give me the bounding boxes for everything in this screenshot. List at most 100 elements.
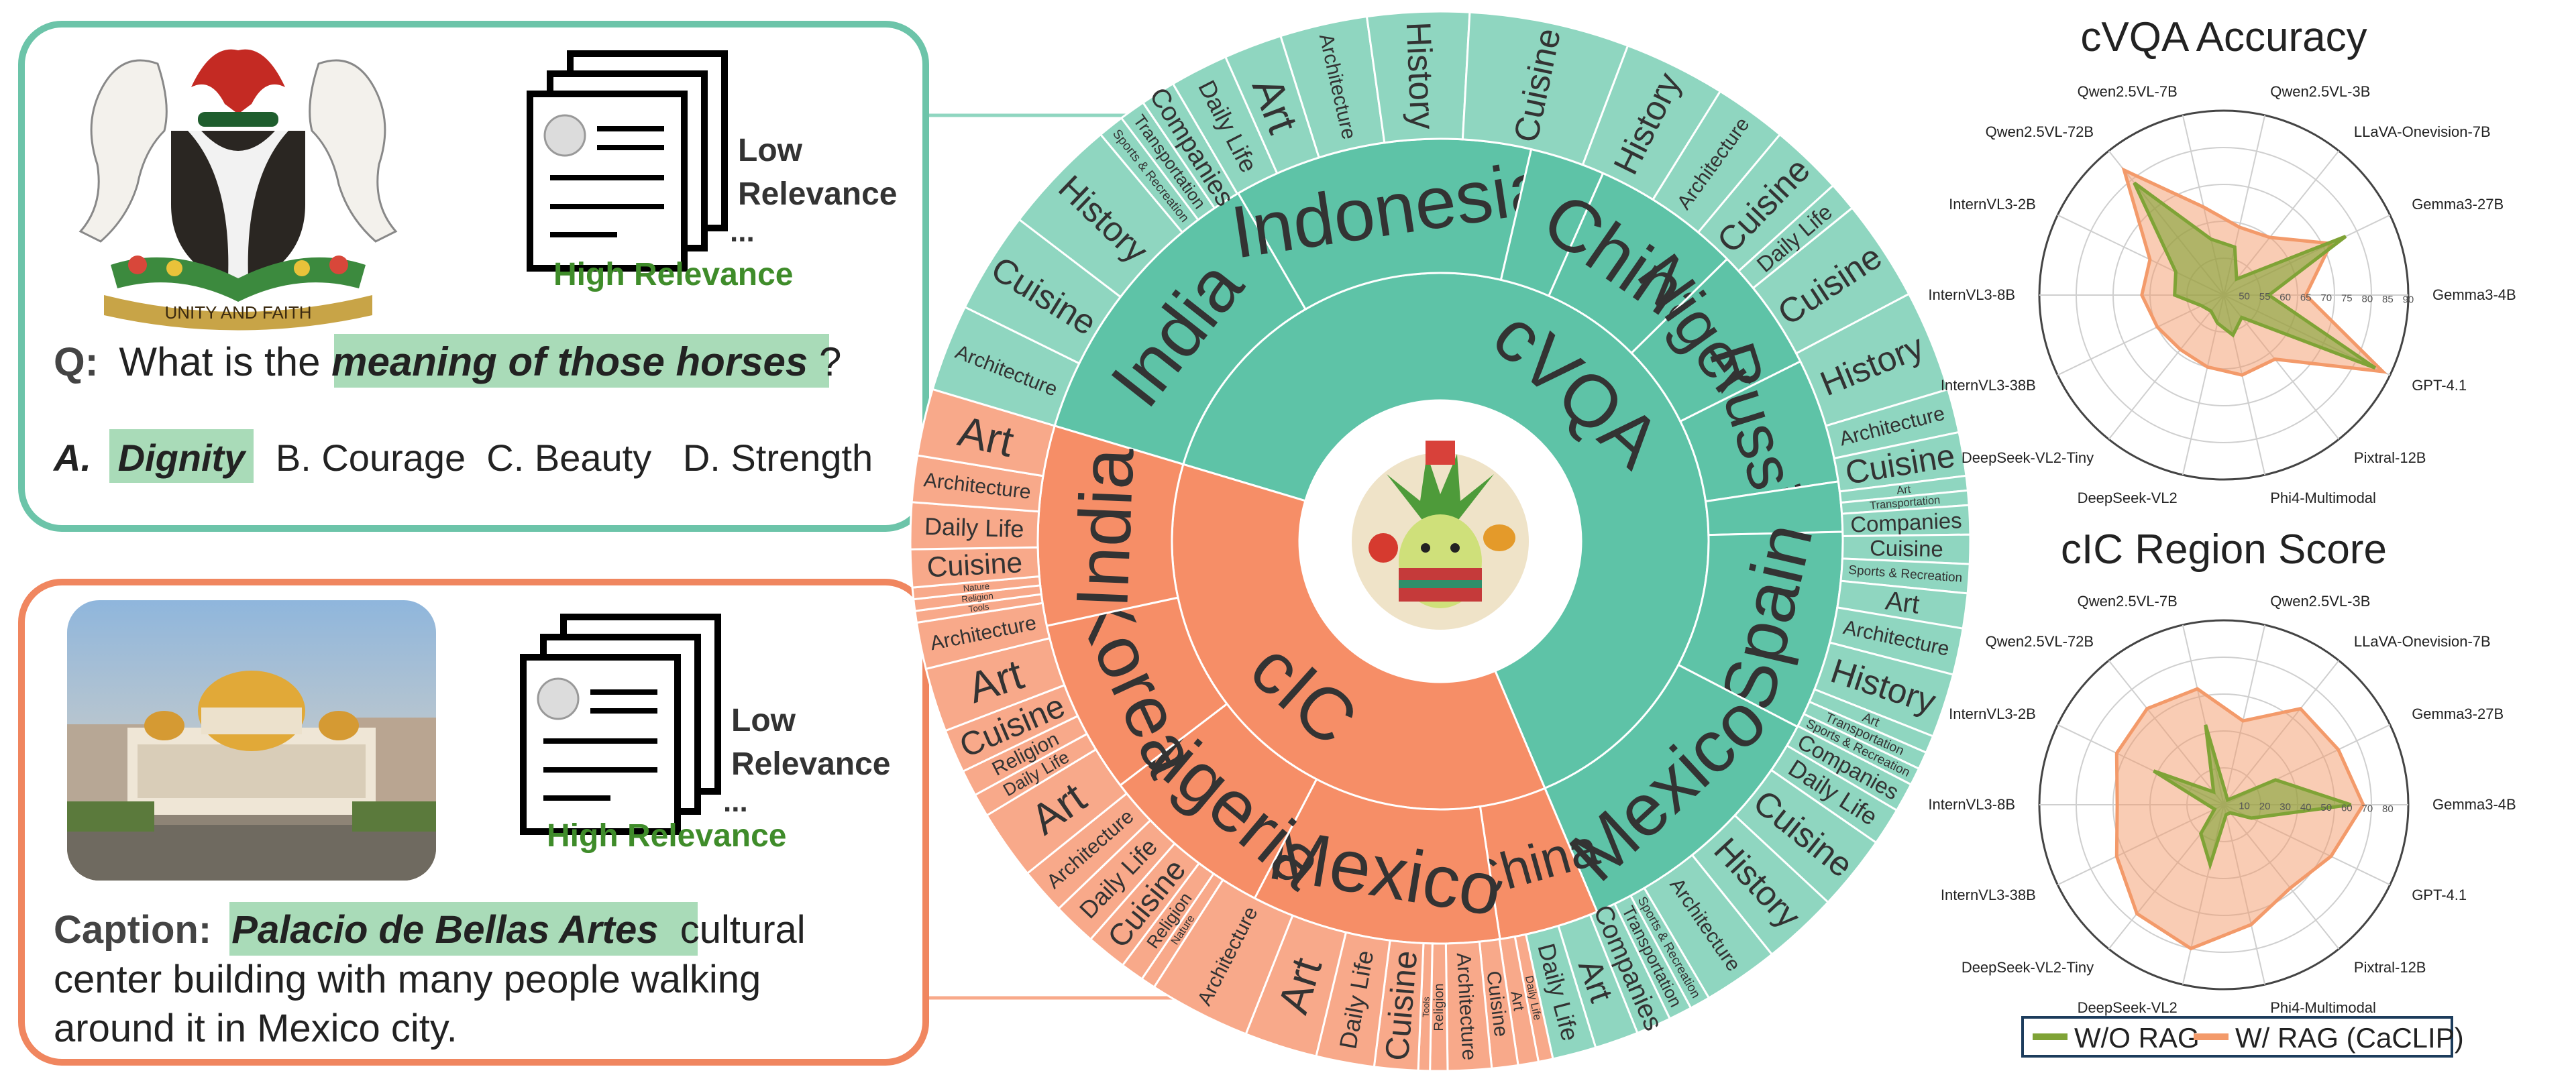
- topic-label: Nature: [963, 581, 990, 594]
- low-relevance-label-2: Relevance: [738, 176, 898, 212]
- radar-axis-label: Pixtral-12B: [2354, 959, 2426, 976]
- low-relevance-label: Low: [738, 133, 803, 168]
- caption-highlight: Palacio de Bellas Artes: [231, 908, 658, 952]
- radar-axis-label: LLaVA-Onevision-7B: [2354, 123, 2491, 140]
- photo-trees-left: [67, 801, 154, 832]
- radar-tick-label: 70: [2320, 292, 2332, 304]
- topic-label: History: [1399, 21, 1443, 130]
- radar-axis-label: InternVL3-2B: [1949, 196, 2036, 213]
- caption-text: Caption: Palacio de Bellas Artes cultura…: [54, 908, 806, 952]
- radar-axis-label: Qwen2.5VL-3B: [2270, 593, 2370, 610]
- high-relevance-label: High Relevance: [547, 818, 786, 854]
- radar-series-wo-rag: [2153, 724, 2352, 870]
- legend-box: [2021, 1016, 2453, 1058]
- answer-text: A. Dignity B. Courage C. Beauty D. Stren…: [52, 437, 873, 479]
- answer-correct: Dignity: [118, 437, 248, 479]
- radar-tick-label: 50: [2239, 291, 2250, 302]
- photo-side-dome-left: [144, 711, 184, 740]
- caption-line-2: center building with many people walking: [54, 958, 761, 1001]
- radar-axis-label: Gemma3-27B: [2412, 196, 2504, 213]
- radar-axis-label: Pixtral-12B: [2354, 449, 2426, 466]
- mascot-lantern: [1368, 533, 1398, 563]
- coat-of-arms-flower-4: [329, 256, 348, 274]
- radar-tick-label: 90: [2403, 294, 2414, 305]
- retrieved-documents-icon: [520, 614, 721, 835]
- radar-series-w-rag: [2114, 687, 2365, 951]
- photo-side-dome-right: [319, 711, 359, 740]
- radar-axis-label: Gemma3-4B: [2432, 796, 2516, 813]
- coat-of-arms-horse-right: [309, 59, 398, 243]
- radar-title-cic: cIC Region Score: [2061, 526, 2387, 573]
- topic-label: Daily Life: [924, 512, 1025, 543]
- coat-of-arms-shield-band: [188, 131, 288, 278]
- relevance-dots: ...: [723, 785, 748, 818]
- topic-label: Art: [1896, 484, 1911, 497]
- photo-trees-right: [352, 801, 436, 832]
- question-text: Q: What is the meaning of those horses ?: [54, 339, 841, 384]
- topic-label: Companies: [1850, 508, 1963, 537]
- answer-prefix: A.: [52, 437, 91, 479]
- radar-axis-label: LLaVA-Onevision-7B: [2354, 633, 2491, 650]
- radar-axis-label: InternVL3-38B: [1941, 887, 2036, 903]
- radar-chart-cic-region-score: 10 20 30 40 50 60 70 80 Qwen2.5VL-3B LLaVA-Onevis…: [1928, 593, 2516, 1016]
- mascot-maraca: [1483, 524, 1515, 551]
- photo-plaza: [67, 825, 436, 881]
- radar-axis-label: Qwen2.5VL-72B: [1986, 123, 2094, 140]
- mascot-leaves: [1387, 454, 1494, 534]
- answer-highlight-box: [109, 429, 254, 483]
- radar-legend: W/O RAG W/ RAG (CaCLIP): [2021, 1016, 2464, 1058]
- radar-axis-label: DeepSeek-VL2-Tiny: [1962, 449, 2094, 466]
- coat-of-arms-eagle: [191, 49, 285, 114]
- radar-tick-label: 80: [2382, 803, 2394, 815]
- coat-of-arms-image: UNITY AND FAITH: [78, 49, 398, 331]
- coat-of-arms-flower-2: [166, 260, 182, 276]
- country-label: India: [1061, 446, 1149, 610]
- topic-label: Tools: [968, 602, 990, 614]
- topic-label: Cuisine: [1870, 535, 1943, 561]
- radar-axis-label: GPT-4.1: [2412, 377, 2467, 394]
- coat-of-arms-ribbon: [104, 295, 372, 331]
- radar-tick-label: 30: [2279, 801, 2291, 813]
- coat-of-arms-flower-1: [128, 256, 147, 274]
- radar-tick-label: 20: [2259, 801, 2271, 812]
- radar-axis-label: Qwen2.5VL-72B: [1986, 633, 2094, 650]
- coat-of-arms-flower-3: [294, 260, 310, 276]
- radar-axis-label: DeepSeek-VL2-Tiny: [1962, 959, 2094, 976]
- radar-axis-label: Phi4-Multimodal: [2270, 490, 2376, 506]
- radar-axis-label: DeepSeek-VL2: [2078, 999, 2178, 1016]
- question-before: What is the: [119, 339, 331, 384]
- retrieved-documents-icon: [527, 50, 728, 272]
- coat-of-arms-motto: UNITY AND FAITH: [164, 302, 311, 323]
- mascot-poncho-stripe: [1399, 580, 1482, 588]
- question-highlight-box: [334, 334, 829, 388]
- relevance-dots: ...: [730, 215, 755, 248]
- wikipedia-globe-icon: [543, 114, 586, 157]
- coat-of-arms-horse-left: [78, 59, 168, 243]
- radar-tick-label: 50: [2320, 802, 2332, 813]
- radar-tick-label: 75: [2341, 293, 2353, 304]
- caption-line-3: around it in Mexico city.: [54, 1007, 458, 1050]
- question-after: ?: [819, 339, 841, 384]
- radar-tick-label: 40: [2300, 801, 2312, 813]
- radar-axis-label: GPT-4.1: [2412, 887, 2467, 903]
- topic-label: Art: [1507, 990, 1528, 1013]
- radar-series-wo-rag: [2133, 181, 2377, 370]
- question-highlight: meaning of those horses: [331, 339, 808, 384]
- topic-label: Art: [954, 406, 1018, 466]
- question-prefix: Q:: [54, 339, 99, 384]
- caption-prefix: Caption:: [54, 908, 211, 952]
- low-relevance-label-2: Relevance: [731, 746, 891, 782]
- radar-axis-label: DeepSeek-VL2: [2078, 490, 2178, 506]
- radar-tick-label: 55: [2259, 291, 2271, 302]
- radar-tick-label: 80: [2362, 293, 2373, 304]
- radar-tick-label: 70: [2362, 803, 2373, 814]
- topic-label: Cuisine: [926, 547, 1024, 583]
- topic-segment: [916, 388, 1057, 477]
- radar-title-cvqa: cVQA Accuracy: [2080, 14, 2367, 60]
- photo-building-columns: [138, 744, 366, 798]
- radar-axis-label: InternVL3-8B: [1928, 286, 2015, 303]
- radar-tick-label: 65: [2300, 292, 2312, 303]
- high-relevance-label: High Relevance: [553, 257, 793, 292]
- radar-chart-cvqa-accuracy: 50 55 60 65 70 75 80 85 90 Qwen2.5VL-3B LLaVA-Onev…: [1928, 83, 2516, 506]
